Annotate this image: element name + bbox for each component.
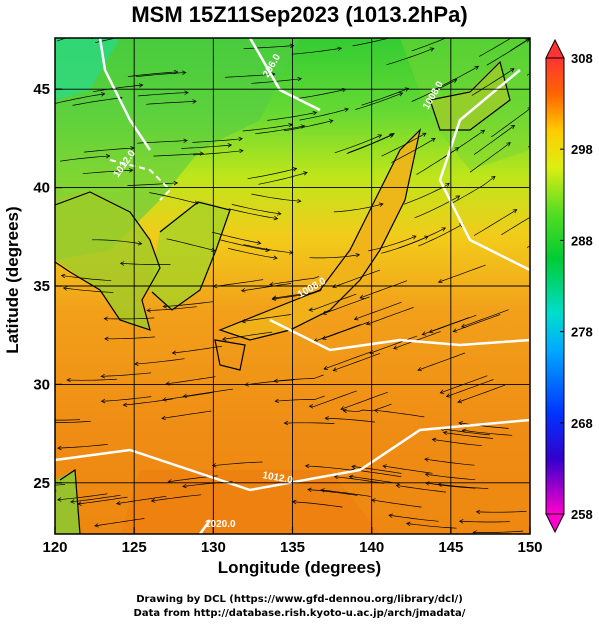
x-tick-label: 140 xyxy=(359,539,384,556)
y-tick-label: 30 xyxy=(33,376,50,393)
temperature-field xyxy=(55,38,530,534)
x-tick-label: 120 xyxy=(42,539,67,556)
credit-drawing: Drawing by DCL (https://www.gfd-dennou.o… xyxy=(136,594,463,605)
colorbar-tick-label: 288 xyxy=(571,233,593,248)
coastlines xyxy=(55,60,511,534)
x-tick-label: 130 xyxy=(201,539,226,556)
colorbar-tick-label: 278 xyxy=(571,325,593,340)
chart-title: MSM 15Z11Sep2023 (1013.2hPa) xyxy=(131,2,468,27)
graticule xyxy=(55,38,530,534)
x-axis-label: Longitude (degrees) xyxy=(217,558,382,577)
y-tick-label: 45 xyxy=(33,81,50,98)
contour-label: 1012.0 xyxy=(261,470,293,486)
colorbar-tick-label: 298 xyxy=(571,142,593,157)
colorbar-tick-label: 308 xyxy=(571,51,593,66)
y-axis-label: Latitude (degrees) xyxy=(3,206,22,354)
x-tick-label: 125 xyxy=(122,539,147,556)
y-tick-label: 35 xyxy=(33,278,50,295)
x-tick-label: 150 xyxy=(517,539,542,556)
isobar-contours xyxy=(55,38,530,534)
x-tick-label: 145 xyxy=(438,539,463,556)
credit-data: Data from http://database.rish.kyoto-u.a… xyxy=(133,608,466,619)
wind-streamlines xyxy=(55,38,530,534)
y-tick-label: 40 xyxy=(33,180,50,197)
axis-ticks: 120 125 130 135 140 145 150 25 30 35 40 45 xyxy=(33,81,542,556)
x-tick-label: 135 xyxy=(280,539,305,556)
colorbar: 308 298 288 278 268 258 xyxy=(545,38,593,534)
dashed-contours xyxy=(109,159,172,201)
colorbar-tick-label: 268 xyxy=(571,416,593,431)
colorbar-tick-label: 258 xyxy=(571,507,593,522)
y-tick-label: 25 xyxy=(33,475,50,492)
contour-label: 1020.0 xyxy=(205,519,236,530)
